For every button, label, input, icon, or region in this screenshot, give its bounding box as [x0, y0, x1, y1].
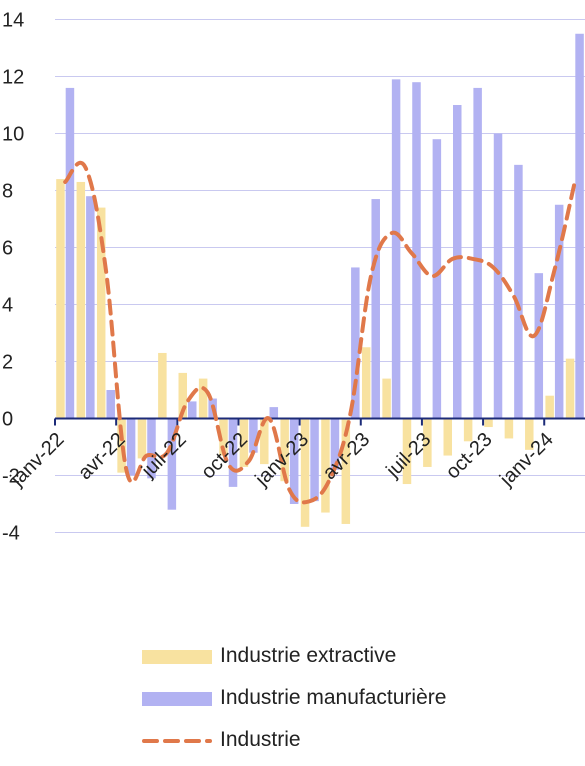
bar-extractive [137, 418, 147, 459]
bar-manufacturiere [106, 390, 115, 419]
line-industrie [63, 160, 577, 505]
bar-manufacturiere [269, 407, 279, 419]
bar-extractive [219, 418, 228, 456]
bar-extractive [280, 418, 289, 482]
bar-extractive [321, 418, 330, 513]
bar-extractive [260, 418, 269, 465]
bar-extractive [484, 418, 493, 428]
bar-manufacturiere [167, 418, 177, 510]
y-tick-label: 4 [2, 295, 13, 317]
bar-extractive [463, 418, 473, 442]
legend-label-industrie: Industrie [220, 728, 301, 751]
y-tick-label: 0 [2, 409, 13, 431]
bar-manufacturiere [126, 418, 136, 476]
bar-manufacturiere [391, 79, 401, 419]
y-tick-label: 12 [2, 67, 24, 89]
x-tick-label: janv-22 [6, 428, 69, 491]
bar-extractive [545, 395, 554, 419]
bar-extractive [443, 418, 452, 456]
legend-swatch-manufacturiere [142, 692, 212, 706]
bar-extractive [178, 372, 187, 419]
y-tick-label: 8 [2, 181, 13, 203]
legend-swatch-extractive [142, 650, 212, 664]
bar-manufacturiere [228, 418, 238, 487]
bar-manufacturiere [432, 139, 442, 419]
bar-manufacturiere [534, 273, 544, 419]
y-tick-label: 2 [2, 352, 13, 374]
bar-manufacturiere [330, 418, 340, 470]
legend-label-extractive: Industrie extractive [220, 644, 397, 667]
bar-extractive [198, 378, 208, 419]
bar-manufacturiere [289, 418, 299, 504]
bar-manufacturiere [575, 33, 584, 419]
bar-manufacturiere [493, 133, 503, 419]
bar-manufacturiere [514, 164, 523, 419]
y-tick-label: -2 [2, 466, 20, 488]
y-tick-label: 14 [2, 10, 24, 32]
bar-extractive [402, 418, 412, 485]
bar-extractive [423, 418, 432, 467]
bar-extractive [361, 347, 371, 419]
y-tick-label: -4 [2, 523, 20, 545]
bar-extractive [525, 418, 534, 450]
bar-extractive [239, 418, 249, 467]
bar-manufacturiere [249, 418, 258, 453]
bar-extractive [341, 418, 351, 524]
bar-extractive [76, 181, 86, 419]
bar-extractive [382, 378, 391, 419]
bar-extractive [504, 418, 514, 439]
bar-manufacturiere [371, 199, 380, 419]
bar-manufacturiere [310, 418, 319, 502]
legend-swatch-industrie [142, 739, 212, 743]
y-tick-label: 10 [2, 124, 24, 146]
bar-extractive [117, 418, 126, 473]
bar-extractive [96, 207, 106, 419]
bar-extractive [565, 358, 575, 419]
bar-manufacturiere [554, 204, 564, 419]
bar-extractive [300, 418, 310, 527]
bar-extractive [158, 352, 167, 419]
bar-manufacturiere [86, 196, 95, 419]
bar-manufacturiere [188, 401, 197, 419]
y-tick-label: 6 [2, 238, 13, 260]
bar-manufacturiere [351, 267, 360, 419]
bar-manufacturiere [453, 105, 462, 419]
bar-extractive [56, 179, 65, 419]
bar-manufacturiere [147, 418, 156, 479]
bar-manufacturiere [473, 87, 482, 419]
bar-manufacturiere [65, 87, 75, 419]
bar-manufacturiere [412, 82, 421, 419]
legend-label-manufacturiere: Industrie manufacturière [220, 686, 447, 709]
